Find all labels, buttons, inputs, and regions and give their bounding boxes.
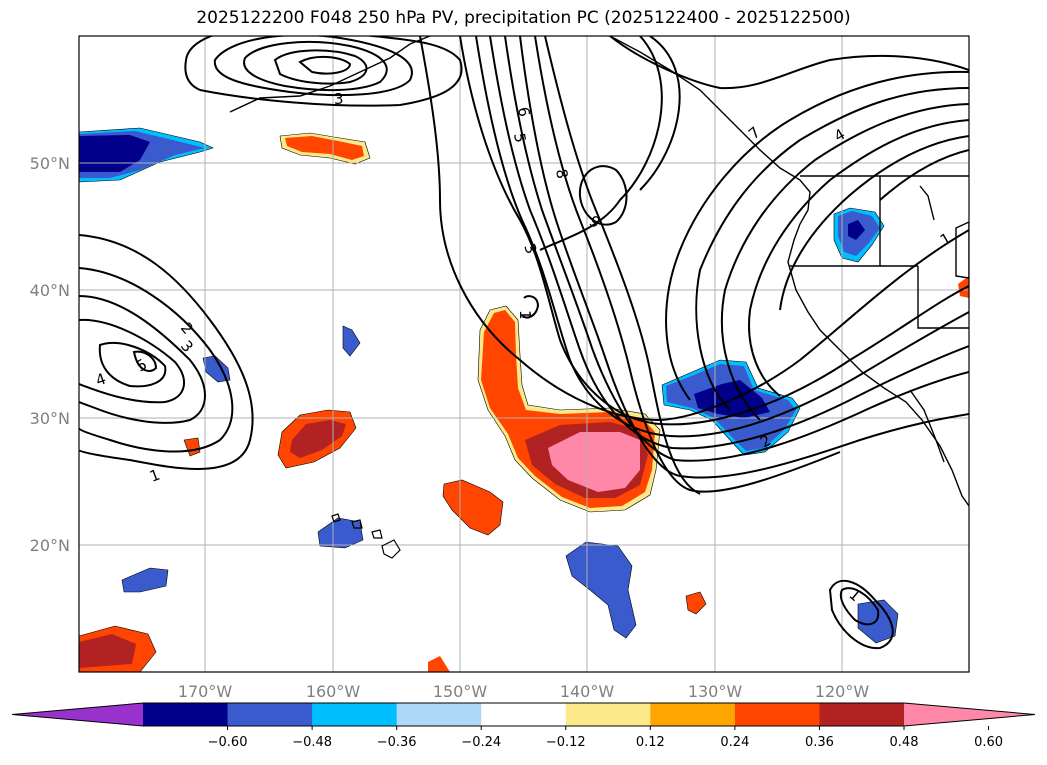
contour-label: 1 bbox=[516, 310, 534, 320]
colorbar-swatch bbox=[650, 703, 736, 726]
plot-title: 2025122200 F048 250 hPa PV, precipitatio… bbox=[196, 8, 851, 28]
contour-label: 6 bbox=[514, 106, 533, 119]
colorbar-tick-label: −0.60 bbox=[208, 735, 248, 750]
colorbar-tick-label: −0.36 bbox=[377, 735, 417, 750]
longitude-labels: 170°W 160°W 150°W 140°W 130°W 120°W bbox=[178, 682, 870, 701]
map-frame bbox=[78, 35, 970, 673]
colorbar-swatch bbox=[396, 703, 482, 726]
lat-tick-label: 30°N bbox=[30, 409, 70, 428]
colorbar-extend-high bbox=[904, 703, 1035, 726]
contour-label: 3 bbox=[334, 90, 344, 108]
lat-tick-label: 40°N bbox=[30, 281, 70, 300]
lat-tick-label: 20°N bbox=[30, 536, 70, 555]
colorbar-tick-label: 0.60 bbox=[974, 735, 1003, 750]
colorbar: −0.60 −0.48 −0.36 −0.24 −0.12 0.12 0.24 0.36 0.4… bbox=[11, 702, 1036, 750]
colorbar-tick-label: 0.36 bbox=[805, 735, 834, 750]
colorbar-extend-low bbox=[12, 703, 143, 726]
lon-tick-label: 170°W bbox=[178, 682, 233, 701]
lon-tick-label: 140°W bbox=[560, 682, 615, 701]
colorbar-swatch bbox=[312, 703, 398, 726]
lat-tick-label: 50°N bbox=[30, 154, 70, 173]
coastlines bbox=[229, 36, 969, 507]
colorbar-tick-label: 0.24 bbox=[720, 735, 749, 750]
colorbar-tick-label: 0.12 bbox=[636, 735, 665, 750]
pv-contours bbox=[79, 36, 969, 650]
precipitation-shading bbox=[79, 127, 969, 672]
colorbar-tick-label: −0.48 bbox=[292, 735, 332, 750]
colorbar-swatch bbox=[734, 703, 820, 726]
hawaii-islands bbox=[331, 513, 401, 559]
colorbar-outline bbox=[11, 702, 1036, 727]
colorbar-swatch bbox=[481, 703, 567, 726]
precip-positive-area bbox=[442, 479, 504, 536]
colorbar-swatch bbox=[819, 703, 905, 726]
colorbar-swatch bbox=[227, 703, 313, 726]
lon-tick-label: 130°W bbox=[688, 682, 743, 701]
lon-tick-label: 120°W bbox=[815, 682, 870, 701]
contour-label: 8 bbox=[552, 168, 571, 181]
lon-tick-label: 160°W bbox=[306, 682, 361, 701]
colorbar-tick-label: −0.24 bbox=[461, 735, 501, 750]
colorbar-swatch bbox=[565, 703, 651, 726]
graticule bbox=[79, 36, 969, 672]
lon-tick-label: 150°W bbox=[433, 682, 488, 701]
latitude-labels: 50°N 40°N 30°N 20°N bbox=[30, 154, 70, 555]
contour-label: 5 bbox=[510, 132, 529, 145]
colorbar-tick-label: −0.12 bbox=[546, 735, 586, 750]
colorbar-tick-label: 0.48 bbox=[890, 735, 919, 750]
colorbar-swatch bbox=[143, 703, 229, 726]
precip-negative-area bbox=[857, 599, 899, 644]
